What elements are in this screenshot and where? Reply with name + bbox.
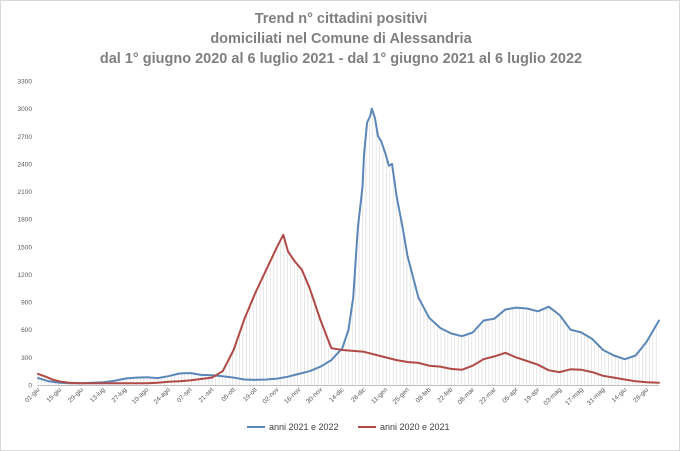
y-tick-label: 1500 — [18, 244, 33, 251]
x-tick-label: 30-nov — [305, 386, 325, 406]
y-tick-label: 900 — [21, 300, 32, 307]
x-tick-label: 22-mar — [478, 386, 498, 406]
x-tick-label: 21-set — [198, 386, 216, 404]
x-tick-label: 27-lug — [111, 386, 129, 404]
x-tick-label: 01-giu — [24, 386, 42, 404]
x-tick-label: 14-dic — [328, 386, 346, 404]
x-tick-label: 16-nov — [283, 386, 303, 406]
x-tick-label: 02-nov — [261, 386, 281, 406]
y-tick-label: 600 — [21, 327, 32, 334]
x-tick-label: 13-lug — [89, 386, 107, 404]
x-tick-label: 29-giu — [67, 386, 85, 404]
series-line-2 — [37, 233, 660, 385]
legend-label-2: anni 2020 e 2021 — [380, 422, 450, 432]
y-tick-label: 2700 — [18, 134, 33, 141]
y-tick-label: 3000 — [18, 106, 33, 113]
x-tick-label: 28-dic — [350, 386, 368, 404]
y-tick-label: 300 — [21, 355, 32, 362]
x-tick-label: 19-apr — [523, 386, 542, 405]
x-tick-label: 11-gen — [370, 386, 389, 405]
x-tick-label: 10-ago — [131, 386, 151, 406]
y-tick-label: 3300 — [18, 79, 33, 86]
y-tick-label: 0 — [28, 383, 32, 390]
drop-lines — [37, 111, 657, 385]
x-tick-label: 19-ott — [242, 386, 259, 403]
y-tick-label: 2100 — [18, 189, 33, 196]
y-tick-label: 1200 — [18, 272, 33, 279]
x-tick-label: 25-gen — [392, 386, 412, 406]
x-axis: 01-giu 15-giu 29-giu 13-lug 27-lug 10-ago 24-a… — [24, 385, 659, 407]
x-tick-label: 28-giu — [632, 386, 650, 404]
x-tick-label: 05-apr — [501, 386, 520, 405]
y-tick-label: 1800 — [18, 217, 33, 224]
legend-label-1: anni 2021 e 2022 — [269, 422, 339, 432]
x-tick-label: 15-giu — [45, 386, 63, 404]
x-tick-label: 31-mag — [586, 386, 607, 407]
chart-title: Trend n° cittadini positivi domiciliati … — [1, 9, 680, 69]
x-tick-label: 24-ago — [153, 386, 173, 406]
x-tick-label: 08-mar — [457, 386, 477, 406]
x-tick-label: 05-ott — [220, 386, 237, 403]
x-tick-label: 03-mag — [543, 386, 564, 407]
series-line-1 — [37, 107, 660, 385]
x-tick-label: 08-feb — [415, 386, 433, 404]
series-lines — [37, 107, 660, 385]
x-tick-label: 14-giu — [611, 386, 629, 404]
x-tick-label: 07-set — [176, 386, 194, 404]
chart-title-line-3: dal 1° giugno 2020 al 6 luglio 2021 - da… — [99, 51, 583, 67]
y-axis: 0 300 600 900 1200 1500 1800 2100 2400 2700 3000 33… — [18, 79, 33, 390]
chart-title-line-1: Trend n° cittadini positivi — [254, 11, 428, 27]
y-tick-label: 2400 — [18, 161, 33, 168]
legend: anni 2021 e 2022 anni 2020 e 2021 — [247, 422, 450, 432]
x-tick-label: 17-mag — [564, 386, 585, 407]
chart-title-line-2: domiciliati nel Comune di Alessandria — [210, 31, 472, 47]
x-tick-label: 22-feb — [436, 386, 454, 404]
